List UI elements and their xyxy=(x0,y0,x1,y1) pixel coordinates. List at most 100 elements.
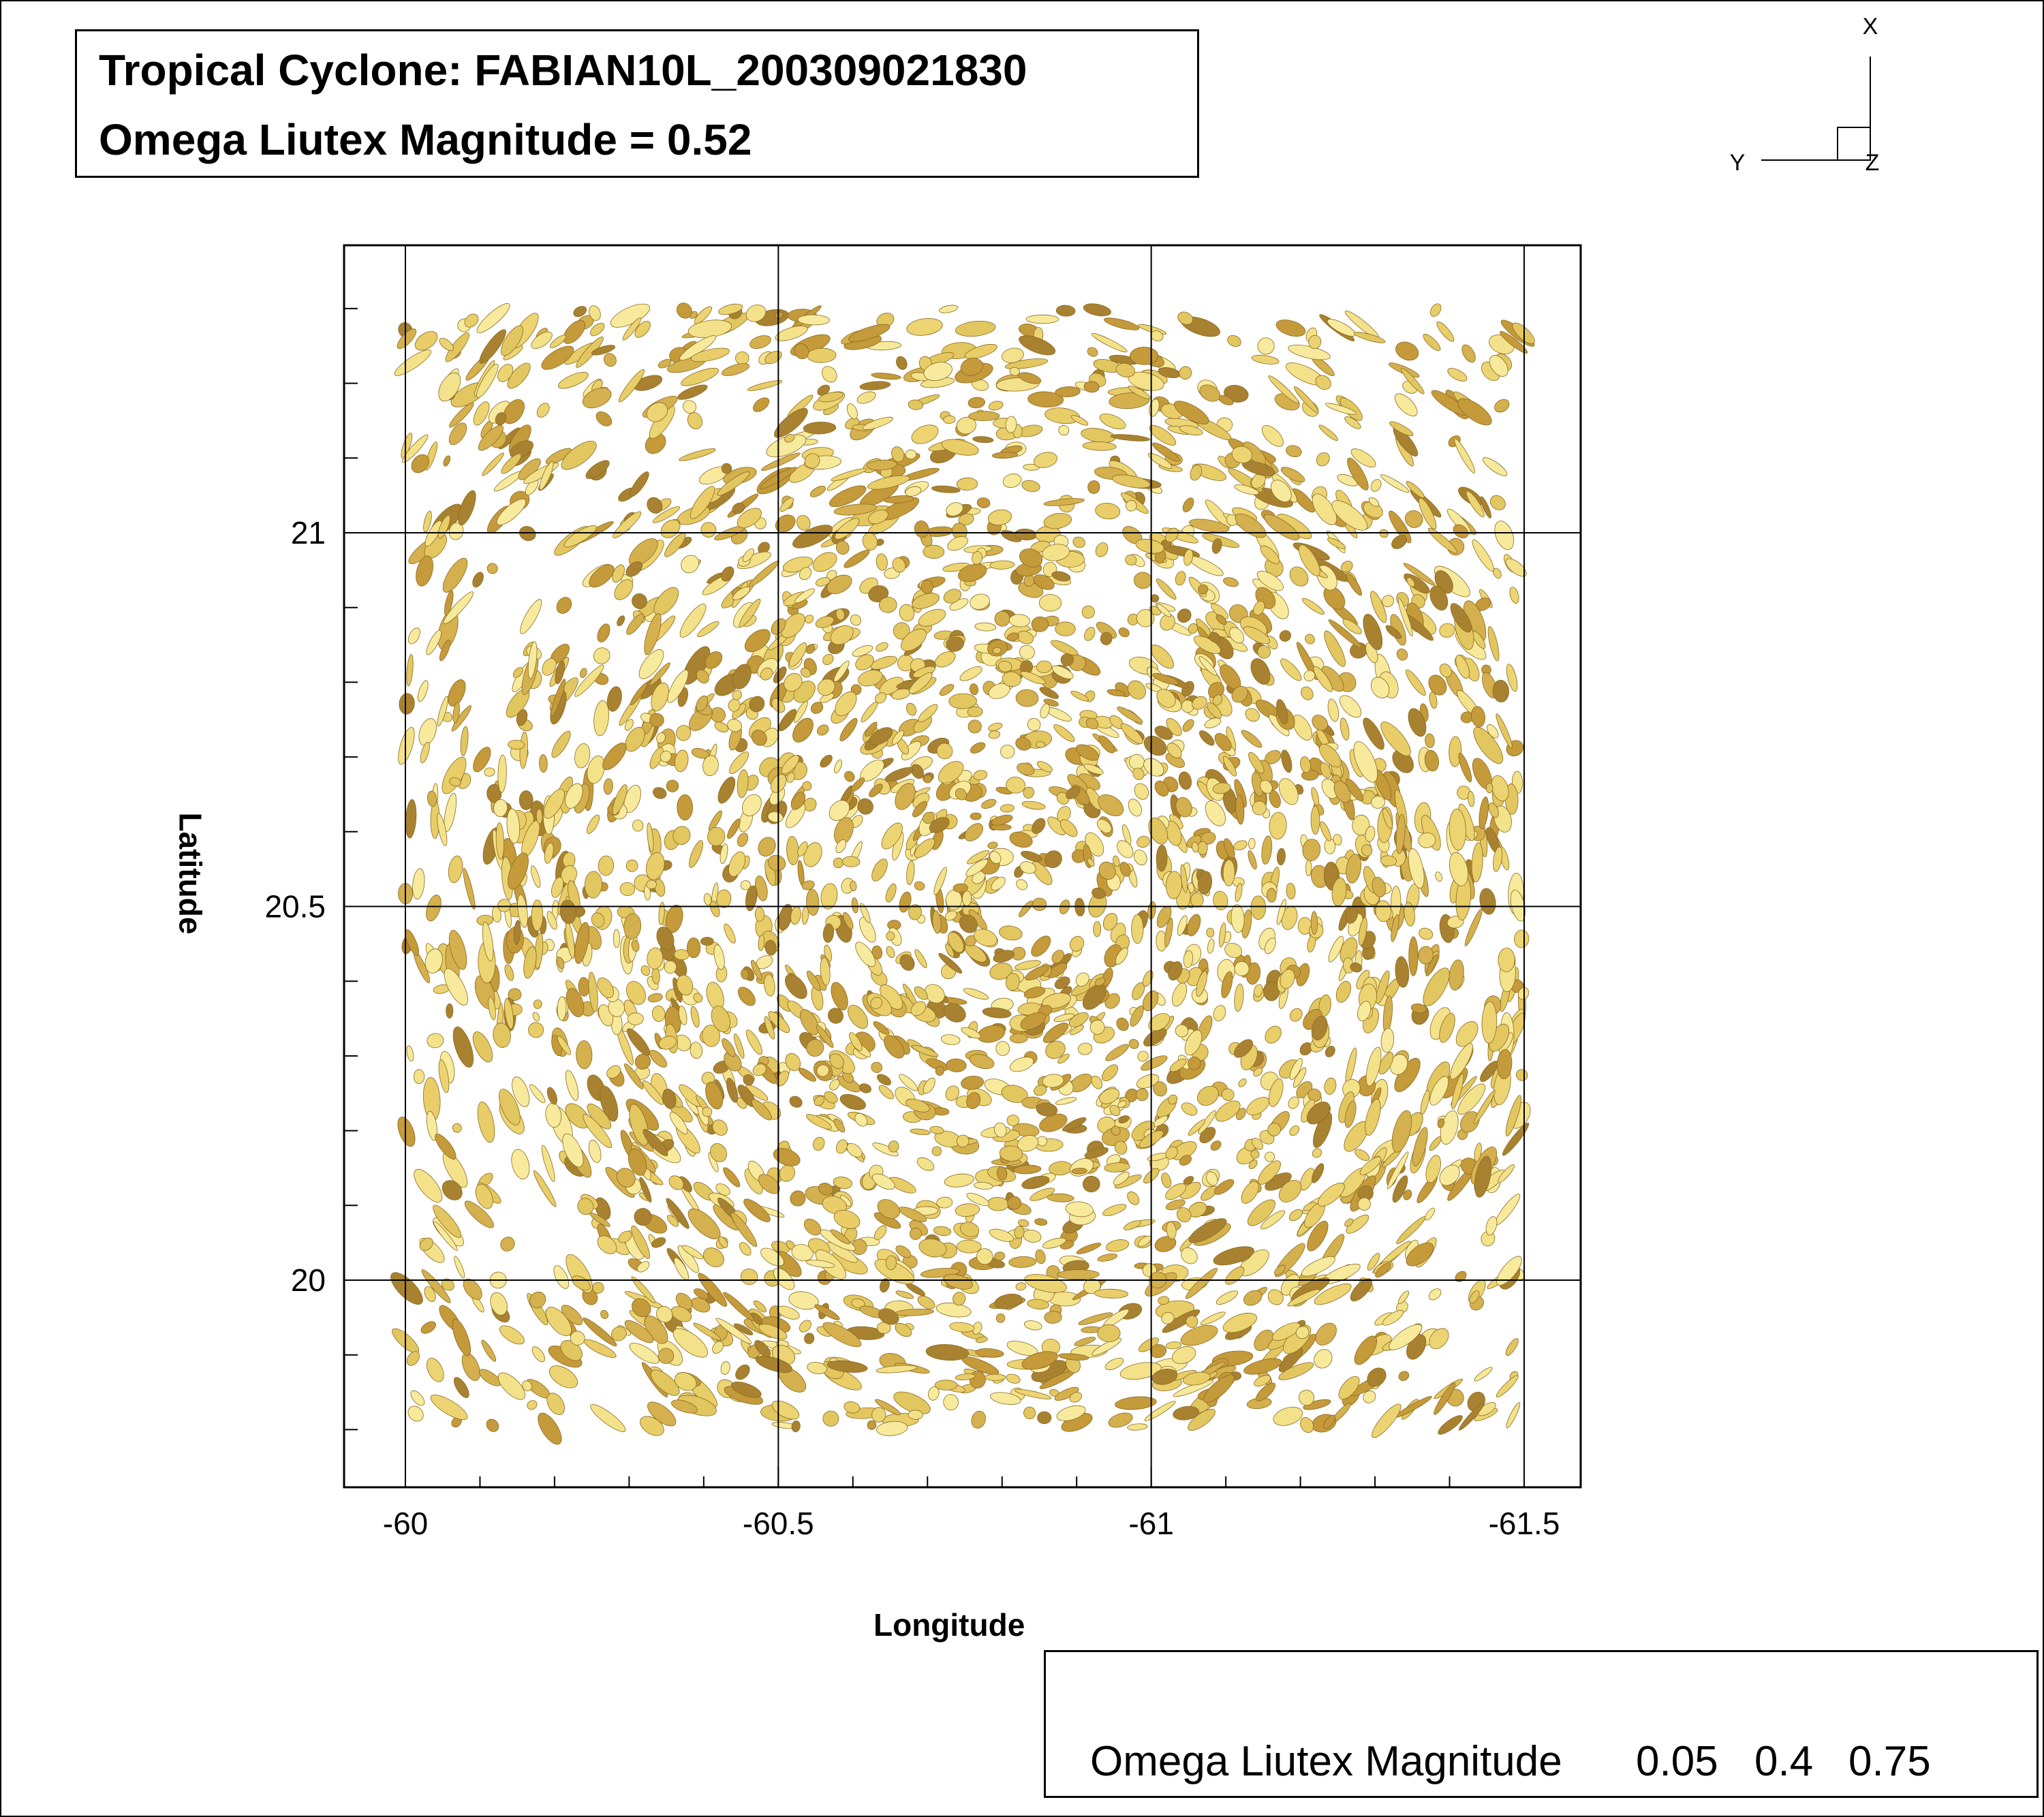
isosurface-blob xyxy=(1103,317,1140,330)
isosurface-blob xyxy=(686,937,701,959)
isosurface-blob xyxy=(851,897,858,914)
isosurface-blob xyxy=(1233,840,1248,851)
isosurface-blob xyxy=(839,1093,866,1111)
isosurface-blob xyxy=(880,1278,890,1293)
isosurface-blob xyxy=(1291,488,1316,513)
isosurface-blob xyxy=(565,1070,579,1101)
isosurface-blob xyxy=(914,949,927,968)
isosurface-blob xyxy=(1256,570,1284,591)
isosurface-blob xyxy=(528,1022,544,1038)
isosurface-blob xyxy=(1288,1209,1303,1222)
isosurface-blob xyxy=(1449,959,1464,991)
isosurface-blob xyxy=(876,1074,892,1086)
isosurface-blob xyxy=(876,553,888,571)
isosurface-blob xyxy=(1224,942,1243,959)
isosurface-blob xyxy=(1380,1027,1395,1053)
isosurface-blob xyxy=(624,719,634,731)
isosurface-blob xyxy=(442,557,468,593)
isosurface-blob xyxy=(991,452,1018,459)
isosurface-blob xyxy=(1165,1199,1186,1211)
isosurface-blob xyxy=(414,1168,443,1202)
isosurface-blob xyxy=(858,1083,871,1093)
isosurface-blob xyxy=(556,597,572,614)
isosurface-blob xyxy=(886,946,895,959)
isosurface-blob xyxy=(473,401,490,426)
isosurface-blob xyxy=(1154,726,1173,740)
isosurface-blob xyxy=(1178,771,1192,790)
isosurface-blob xyxy=(1106,1239,1130,1252)
isosurface-blob xyxy=(1502,1122,1530,1156)
isosurface-blob xyxy=(1130,346,1159,365)
isosurface-blob xyxy=(995,1313,1006,1323)
isosurface-blob xyxy=(1455,1271,1467,1282)
isosurface-blob xyxy=(1254,1375,1271,1387)
isosurface-blob xyxy=(920,580,933,594)
isosurface-blob xyxy=(812,1136,825,1151)
isosurface-blob xyxy=(1034,1218,1048,1226)
isosurface-blob xyxy=(1127,1423,1148,1431)
isosurface-blob xyxy=(628,538,658,566)
legend-tick-label: 0.05 xyxy=(1636,1738,1718,1785)
isosurface-blob xyxy=(1494,399,1510,413)
isosurface-blob xyxy=(410,1390,425,1406)
isosurface-blob xyxy=(632,820,644,832)
isosurface-blob xyxy=(1134,783,1149,800)
isosurface-blob xyxy=(1023,786,1035,798)
isosurface-blob xyxy=(1250,895,1267,920)
isosurface-blob xyxy=(1015,1388,1052,1399)
isosurface-blob xyxy=(1380,474,1410,493)
isosurface-blob xyxy=(418,718,437,746)
isosurface-blob xyxy=(603,778,613,795)
isosurface-blob xyxy=(932,910,942,934)
isosurface-blob xyxy=(1363,1390,1376,1403)
isosurface-blob xyxy=(754,907,765,922)
isosurface-blob xyxy=(1398,1371,1410,1381)
isosurface-blob xyxy=(1168,1094,1178,1105)
isosurface-blob xyxy=(452,1026,474,1068)
isosurface-blob xyxy=(999,925,1023,941)
isosurface-blob xyxy=(822,366,837,383)
isosurface-blob xyxy=(911,424,939,444)
isosurface-blob xyxy=(481,1339,497,1362)
isosurface-blob xyxy=(740,880,751,890)
isosurface-blob xyxy=(1316,452,1330,467)
isosurface-blob xyxy=(1087,347,1098,357)
isosurface-blob xyxy=(690,1006,700,1028)
isosurface-blob xyxy=(1025,314,1059,324)
isosurface-blob xyxy=(1248,850,1257,870)
isosurface-blob xyxy=(1205,800,1226,826)
isosurface-blob xyxy=(1311,787,1320,807)
isosurface-blob xyxy=(1200,1311,1226,1326)
isosurface-blob xyxy=(1425,733,1435,748)
isosurface-blob xyxy=(1094,1288,1129,1299)
isosurface-blob xyxy=(1474,1367,1493,1382)
isosurface-blob xyxy=(497,754,507,793)
isosurface-blob xyxy=(1468,791,1475,807)
isosurface-blob xyxy=(1380,721,1411,757)
isosurface-blob xyxy=(1408,936,1419,976)
x-tick-label: -61.5 xyxy=(1489,1506,1560,1541)
isosurface-blob xyxy=(584,871,602,899)
isosurface-blob xyxy=(740,1269,758,1285)
isosurface-blob xyxy=(1257,337,1275,355)
isosurface-blob xyxy=(831,468,867,482)
isosurface-blob xyxy=(619,882,635,897)
isosurface-blob xyxy=(970,742,986,754)
isosurface-blob xyxy=(1082,441,1117,451)
isosurface-blob xyxy=(809,486,826,497)
isosurface-blob xyxy=(1057,1269,1100,1280)
isosurface-blob xyxy=(1055,305,1076,317)
isosurface-blob xyxy=(785,1053,801,1071)
isosurface-blob xyxy=(712,1119,728,1136)
isosurface-blob xyxy=(714,721,729,733)
isosurface-blob xyxy=(747,379,783,391)
isosurface-blob xyxy=(1219,922,1226,948)
isosurface-blob xyxy=(917,1295,935,1309)
isosurface-blob xyxy=(628,1012,644,1025)
isosurface-blob xyxy=(574,743,591,768)
isosurface-blob xyxy=(1289,1125,1300,1136)
isosurface-blob xyxy=(1406,1242,1434,1267)
isosurface-blob xyxy=(1101,1064,1119,1082)
isosurface-blob xyxy=(1241,730,1263,748)
isosurface-blob xyxy=(493,1023,511,1048)
